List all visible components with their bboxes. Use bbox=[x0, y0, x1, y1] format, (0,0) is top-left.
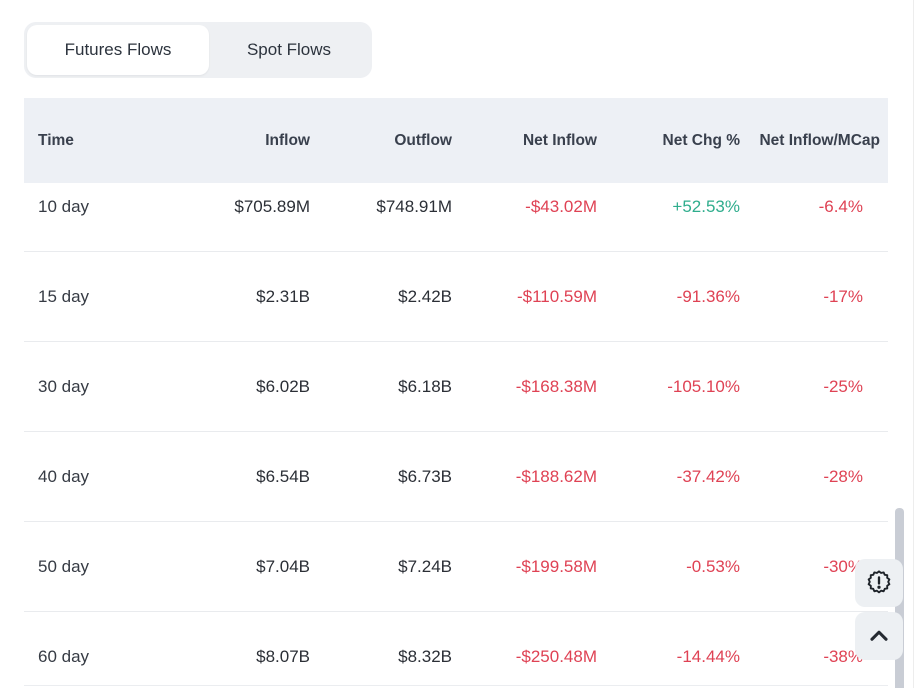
feedback-button[interactable] bbox=[855, 559, 903, 607]
cell-net-chg-pct: -14.44% bbox=[676, 646, 740, 666]
cell-inflow: $2.31B bbox=[256, 286, 310, 306]
table-header: Time Inflow Outflow Net Inflow Net Chg %… bbox=[24, 98, 888, 183]
tab-spot-flows[interactable]: Spot Flows bbox=[209, 25, 369, 75]
flows-table: Time Inflow Outflow Net Inflow Net Chg %… bbox=[24, 98, 888, 686]
chevron-up-icon bbox=[866, 623, 892, 649]
cell-net-chg-pct: -0.53% bbox=[686, 556, 740, 576]
cell-outflow: $8.32B bbox=[398, 646, 452, 666]
cell-net-chg-pct: -37.42% bbox=[676, 466, 740, 486]
cell-outflow: $748.91M bbox=[376, 196, 452, 216]
cell-net-chg-pct: -91.36% bbox=[676, 286, 740, 306]
cell-net-inflow-mcap: -30% bbox=[823, 556, 863, 576]
cell-time: 30 day bbox=[38, 376, 90, 396]
cell-net-inflow: -$110.59M bbox=[516, 286, 597, 306]
cell-net-inflow: -$250.48M bbox=[515, 646, 597, 666]
cell-net-inflow: -$43.02M bbox=[525, 196, 597, 216]
column-header-time: Time bbox=[38, 131, 74, 149]
cell-outflow: $2.42B bbox=[398, 286, 452, 306]
cell-inflow: $6.02B bbox=[256, 376, 310, 396]
tab-futures-flows[interactable]: Futures Flows bbox=[27, 25, 209, 75]
column-header-net-chg-pct: Net Chg % bbox=[662, 131, 741, 149]
cell-net-inflow-mcap: -38% bbox=[823, 646, 863, 666]
column-header-net-inflow-mcap: Net Inflow/MCap bbox=[759, 131, 880, 149]
cell-net-chg-pct: +52.53% bbox=[672, 196, 740, 216]
cell-inflow: $7.04B bbox=[256, 556, 310, 576]
table-row[interactable]: 15 day $2.31B $2.42B -$110.59M -91.36% -… bbox=[24, 252, 888, 342]
cell-net-inflow-mcap: -25% bbox=[823, 376, 863, 396]
column-header-net-inflow: Net Inflow bbox=[522, 131, 597, 149]
cell-time: 10 day bbox=[38, 196, 90, 216]
back-to-top-button[interactable] bbox=[855, 612, 903, 660]
cell-outflow: $6.73B bbox=[398, 466, 452, 486]
table-row[interactable]: 40 day $6.54B $6.73B -$188.62M -37.42% -… bbox=[24, 432, 888, 522]
table-row[interactable]: 60 day $8.07B $8.32B -$250.48M -14.44% -… bbox=[24, 612, 888, 685]
cell-net-inflow-mcap: -28% bbox=[823, 466, 863, 486]
cell-inflow: $705.89M bbox=[234, 196, 310, 216]
cell-net-inflow: -$168.38M bbox=[515, 376, 597, 396]
seal-exclamation-icon bbox=[865, 569, 893, 597]
cell-time: 50 day bbox=[38, 556, 90, 576]
table-row[interactable]: 30 day $6.02B $6.18B -$168.38M -105.10% … bbox=[24, 342, 888, 432]
cell-net-chg-pct: -105.10% bbox=[667, 376, 740, 396]
cell-outflow: $7.24B bbox=[398, 556, 452, 576]
cell-inflow: $8.07B bbox=[256, 646, 310, 666]
flows-tab-group: Futures Flows Spot Flows bbox=[24, 22, 372, 78]
cell-time: 15 day bbox=[38, 286, 90, 306]
cell-net-inflow: -$199.58M bbox=[515, 556, 597, 576]
cell-net-inflow-mcap: -6.4% bbox=[818, 196, 863, 216]
cell-inflow: $6.54B bbox=[256, 466, 310, 486]
cell-net-inflow-mcap: -17% bbox=[823, 286, 863, 306]
column-header-inflow: Inflow bbox=[265, 131, 310, 149]
cell-time: 60 day bbox=[38, 646, 90, 666]
cell-net-inflow: -$188.62M bbox=[515, 466, 597, 486]
table-body[interactable]: 10 day $705.89M $748.91M -$43.02M +52.53… bbox=[24, 162, 888, 685]
cell-outflow: $6.18B bbox=[398, 376, 452, 396]
column-header-outflow: Outflow bbox=[394, 131, 452, 149]
cell-time: 40 day bbox=[38, 466, 90, 486]
table-row[interactable]: 50 day $7.04B $7.24B -$199.58M -0.53% -3… bbox=[24, 522, 888, 612]
